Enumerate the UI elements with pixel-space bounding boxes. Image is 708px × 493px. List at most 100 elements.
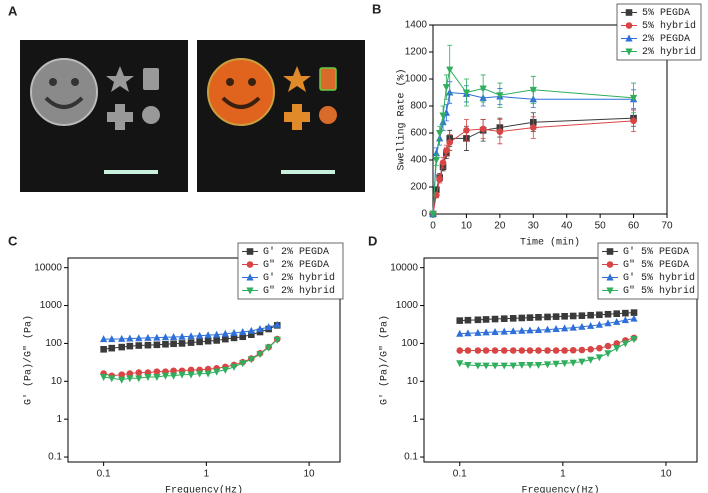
marker (500, 327, 508, 335)
marker (126, 370, 134, 377)
marker (118, 334, 126, 342)
marker (195, 370, 204, 378)
marker (596, 311, 603, 319)
marker (464, 316, 472, 324)
marker (169, 333, 178, 340)
legend-label: G″ 2% PEGDA (263, 259, 329, 271)
marker (442, 84, 451, 92)
legend-label: G″ 2% hybrid (263, 285, 335, 297)
marker (153, 341, 161, 349)
legend-marker (606, 273, 614, 281)
y-tick-label: 0.1 (48, 452, 62, 463)
marker (153, 333, 161, 341)
y-tick-label: 400 (410, 155, 427, 166)
y-tick-label: 200 (410, 182, 427, 193)
x-tick-label: 20 (494, 221, 506, 232)
marker (474, 328, 482, 336)
marker (587, 311, 594, 319)
marker (526, 347, 534, 354)
plot-frame (67, 257, 341, 463)
marker (436, 130, 444, 137)
marker (561, 347, 568, 354)
photo-right (197, 40, 365, 192)
marker (569, 323, 577, 331)
marker (196, 338, 203, 346)
marker (526, 314, 534, 321)
y-tick-label: 10000 (390, 262, 418, 273)
x-tick-label: 10 (304, 469, 316, 480)
legend-marker (625, 48, 633, 56)
marker (613, 317, 621, 325)
marker (482, 347, 490, 354)
marker (534, 326, 543, 334)
legend-label: G′ 5% PEGDA (623, 246, 689, 258)
marker (630, 314, 638, 322)
x-tick-label: 60 (628, 221, 640, 232)
marker (629, 94, 638, 102)
legend-box (597, 242, 699, 300)
marker (178, 371, 186, 379)
marker (126, 375, 134, 383)
marker (178, 332, 186, 340)
marker (529, 86, 537, 94)
marker (429, 211, 437, 218)
marker (491, 347, 499, 354)
x-tick-label: 10 (660, 469, 672, 480)
marker (613, 345, 621, 353)
y-axis-title: Swelling Rate (%) (396, 68, 408, 170)
x-tick-label: 50 (595, 221, 607, 232)
y-tick-label: 0.1 (404, 452, 418, 463)
x-tick-label: 0 (430, 221, 436, 232)
marker (630, 336, 638, 344)
marker (456, 329, 464, 337)
marker (578, 322, 586, 330)
y-tick-label: 10 (51, 376, 63, 387)
marker (621, 340, 630, 348)
marker (169, 372, 178, 380)
marker (108, 344, 116, 352)
y-axis-title: G′ (Pa)/G″ (Pa) (23, 315, 35, 405)
y-tick-label: 1 (412, 414, 418, 425)
marker (552, 360, 560, 368)
marker (535, 347, 542, 354)
y-tick-label: 1000 (405, 74, 428, 85)
marker (118, 376, 126, 384)
marker (595, 320, 603, 328)
marker (500, 347, 508, 354)
marker (496, 92, 504, 100)
y-tick-label: 800 (410, 101, 427, 112)
x-tick-label: 40 (561, 221, 573, 232)
marker (265, 323, 273, 331)
legend-label: G′ 2% PEGDA (263, 246, 329, 258)
legend-marker (246, 261, 254, 268)
series-line (432, 91, 634, 215)
marker (195, 331, 204, 339)
marker (135, 369, 143, 376)
marker (543, 361, 552, 369)
legend-marker (606, 287, 614, 295)
y-tick-label: 10000 (34, 262, 62, 273)
legend-marker (606, 248, 614, 255)
marker (170, 340, 177, 348)
marker (482, 328, 490, 336)
marker (213, 368, 221, 376)
marker (500, 315, 508, 322)
marker (518, 347, 526, 354)
marker (463, 127, 470, 134)
marker (544, 347, 551, 354)
marker (479, 85, 487, 93)
marker (118, 371, 126, 378)
legend-marker (606, 261, 614, 268)
x-tick-label: 1 (560, 469, 566, 480)
marker (187, 366, 195, 374)
marker (239, 333, 247, 341)
x-tick-label: 1 (204, 469, 210, 480)
y-tick-label: 1 (56, 414, 62, 425)
marker (552, 325, 560, 332)
marker (230, 363, 238, 371)
x-tick-label: 0.1 (453, 469, 467, 480)
marker (433, 186, 440, 193)
marker (543, 325, 552, 333)
marker (239, 328, 247, 335)
marker (560, 360, 569, 368)
